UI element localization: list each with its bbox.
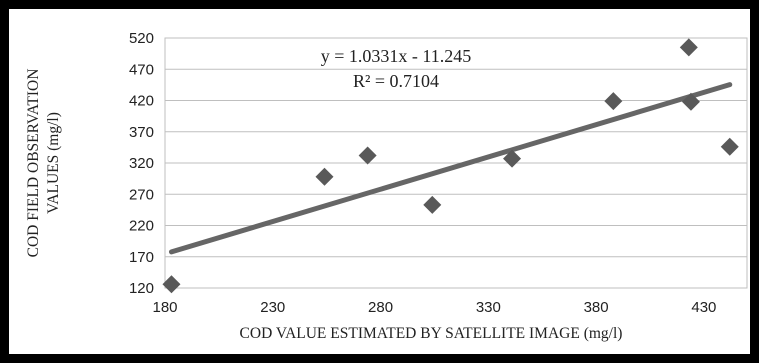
y-tick-label-470: 470 [129,61,154,78]
data-point-4 [423,195,442,214]
y-axis-title: COD FIELD OBSERVATION VALUES (mg/l) [25,69,62,258]
data-point-3 [358,146,377,165]
y-axis-title-line-2: VALUES (mg/l) [45,112,62,214]
y-tick-label-420: 420 [129,93,154,110]
x-axis-title: COD VALUE ESTIMATED BY SATELLITE IMAGE (… [240,325,623,342]
y-axis-title-line-1: COD FIELD OBSERVATION [25,69,42,258]
data-point-5 [503,149,522,168]
trendline-equation: y = 1.0331x - 11.245 [321,46,471,66]
y-tick-label-270: 270 [129,186,154,203]
data-point-2 [315,167,334,186]
y-tick-label-320: 320 [129,155,154,172]
plot-area-border [164,37,748,289]
y-tick-label-520: 520 [129,30,154,47]
r-squared-label: R² = 0.7104 [353,71,439,91]
gridlines [165,37,747,289]
y-tick-labels: 120 170 220 270 320 370 420 470 520 [129,30,154,297]
data-point-8 [681,92,700,111]
x-tick-label-380: 380 [584,299,609,316]
data-point-1 [162,275,181,294]
x-tick-label-180: 180 [152,299,177,316]
y-tick-label-370: 370 [129,124,154,141]
x-tick-label-230: 230 [260,299,285,316]
x-tick-label-430: 430 [691,299,716,316]
data-points [162,38,739,294]
x-tick-label-280: 280 [368,299,393,316]
x-tick-labels: 180 230 280 330 380 430 [152,299,716,316]
data-point-9 [720,137,739,156]
data-point-7 [679,38,698,57]
y-tick-label-120: 120 [129,280,154,297]
x-tick-label-330: 330 [476,299,501,316]
y-tick-label-220: 220 [129,218,154,235]
y-tick-label-170: 170 [129,249,154,266]
trendline [168,82,733,255]
data-point-6 [604,92,623,111]
